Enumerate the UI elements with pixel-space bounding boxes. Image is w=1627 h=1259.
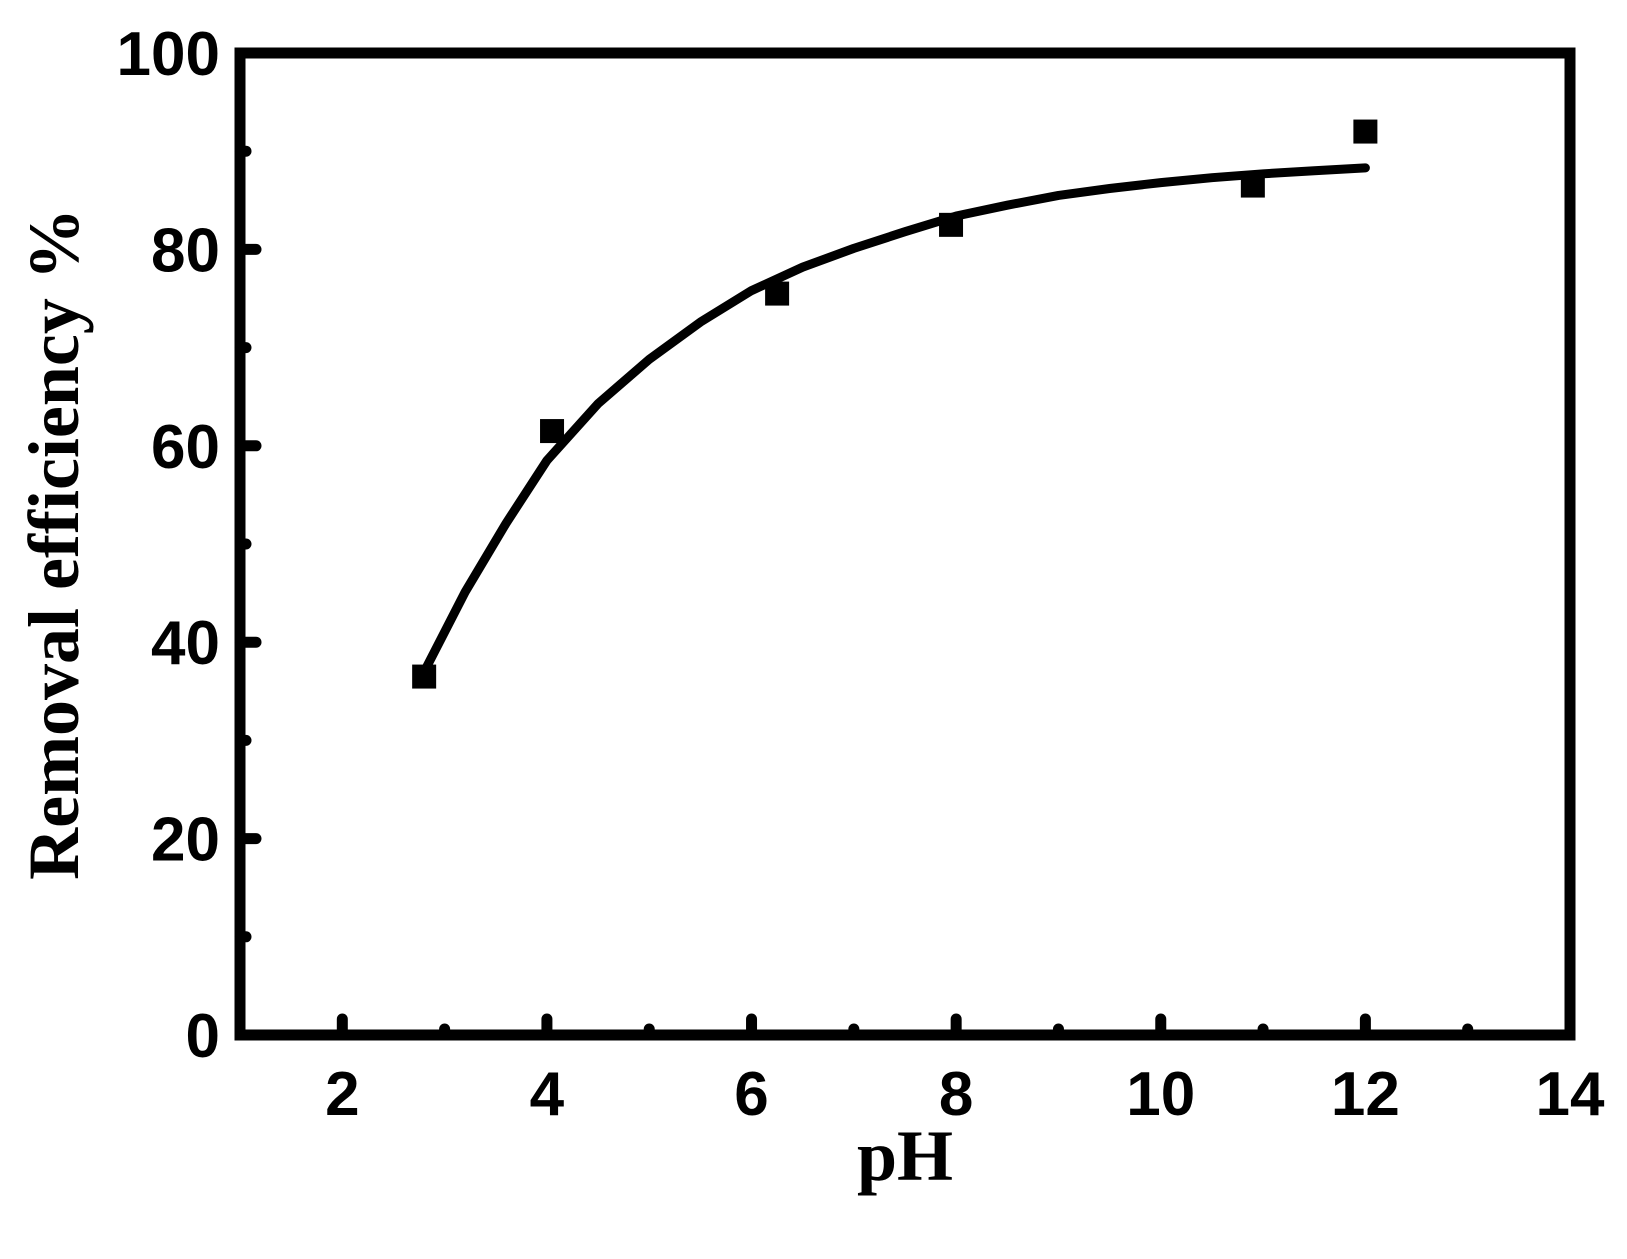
data-point bbox=[412, 664, 437, 689]
x-tick-label: 6 bbox=[734, 1060, 768, 1129]
x-axis-title: pH bbox=[857, 1116, 953, 1196]
x-tick-label: 14 bbox=[1536, 1060, 1605, 1129]
axis-ticks bbox=[234, 145, 1474, 1041]
data-point bbox=[1353, 119, 1378, 144]
data-point bbox=[540, 419, 565, 444]
y-axis-title: Removal efficiency % bbox=[14, 208, 94, 880]
y-tick-label: 80 bbox=[151, 216, 220, 285]
x-tick-label: 4 bbox=[530, 1060, 565, 1129]
y-tick-label: 100 bbox=[117, 20, 220, 89]
axis-tick-labels: 2 4 6 8 10 12 14 0 20 40 60 80 100 bbox=[117, 20, 1605, 1129]
y-tick-label: 20 bbox=[151, 806, 220, 875]
y-tick-label: 40 bbox=[151, 609, 220, 678]
x-tick-label: 10 bbox=[1126, 1060, 1195, 1129]
data-point bbox=[939, 212, 964, 237]
data-markers bbox=[412, 119, 1378, 689]
data-point bbox=[1240, 173, 1265, 198]
x-tick-label: 8 bbox=[939, 1060, 973, 1129]
fit-curve-line bbox=[419, 163, 1370, 677]
y-tick-label: 60 bbox=[151, 413, 220, 482]
x-tick-label: 2 bbox=[325, 1060, 359, 1129]
y-tick-label: 0 bbox=[186, 1002, 220, 1071]
plot-frame bbox=[234, 47, 1576, 1041]
data-point bbox=[765, 281, 790, 306]
x-tick-label: 12 bbox=[1331, 1060, 1400, 1129]
